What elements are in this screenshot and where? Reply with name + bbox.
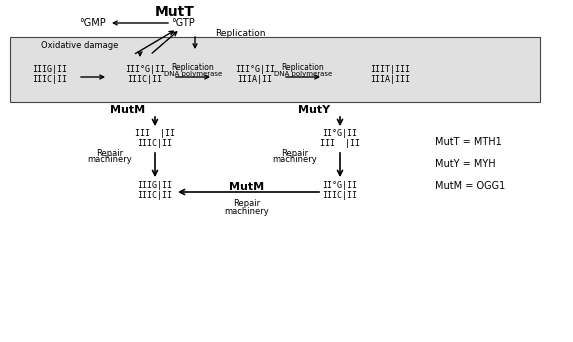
- Text: MutM: MutM: [110, 105, 145, 115]
- Bar: [10, 37, 540, 102]
- Text: IIIC|II: IIIC|II: [138, 190, 172, 199]
- Text: Replication: Replication: [215, 29, 265, 39]
- Text: Repair: Repair: [281, 149, 309, 158]
- Text: Replication: Replication: [172, 63, 214, 71]
- Text: IIIA|II: IIIA|II: [237, 76, 273, 84]
- Text: machinery: machinery: [225, 207, 269, 215]
- Text: machinery: machinery: [88, 156, 132, 165]
- Text: °GMP: °GMP: [80, 18, 107, 28]
- Text: MutM: MutM: [229, 182, 265, 192]
- Text: machinery: machinery: [273, 156, 317, 165]
- Text: IIIG|II: IIIG|II: [138, 181, 172, 189]
- Text: Oxidative damage: Oxidative damage: [41, 40, 119, 50]
- Text: MutM = OGG1: MutM = OGG1: [435, 181, 505, 191]
- Text: MutT = MTH1: MutT = MTH1: [435, 137, 502, 147]
- Text: IIIG|II: IIIG|II: [33, 66, 68, 75]
- Text: Repair: Repair: [96, 149, 124, 158]
- Text: MutY = MYH: MutY = MYH: [435, 159, 496, 169]
- Text: Replication: Replication: [281, 63, 324, 71]
- Text: III°G|II: III°G|II: [235, 66, 275, 75]
- Text: III  |II: III |II: [135, 129, 175, 137]
- Text: IIIC|II: IIIC|II: [33, 76, 68, 84]
- Text: IIIC|II: IIIC|II: [128, 76, 163, 84]
- Text: DNA polymerase: DNA polymerase: [164, 71, 222, 77]
- Text: II°G|II: II°G|II: [323, 181, 358, 189]
- Text: MutT: MutT: [155, 5, 195, 19]
- Text: III  |II: III |II: [320, 139, 360, 147]
- Text: Repair: Repair: [233, 199, 261, 209]
- Text: IIIC|II: IIIC|II: [138, 139, 172, 147]
- Text: II°G|II: II°G|II: [323, 129, 358, 137]
- Text: IIIT|III: IIIT|III: [370, 66, 410, 75]
- Text: MutY: MutY: [298, 105, 330, 115]
- Text: °GTP: °GTP: [171, 18, 195, 28]
- Text: IIIC|II: IIIC|II: [323, 190, 358, 199]
- Text: III°G|II: III°G|II: [125, 66, 165, 75]
- Text: DNA polymerase: DNA polymerase: [274, 71, 332, 77]
- Text: IIIA|III: IIIA|III: [370, 76, 410, 84]
